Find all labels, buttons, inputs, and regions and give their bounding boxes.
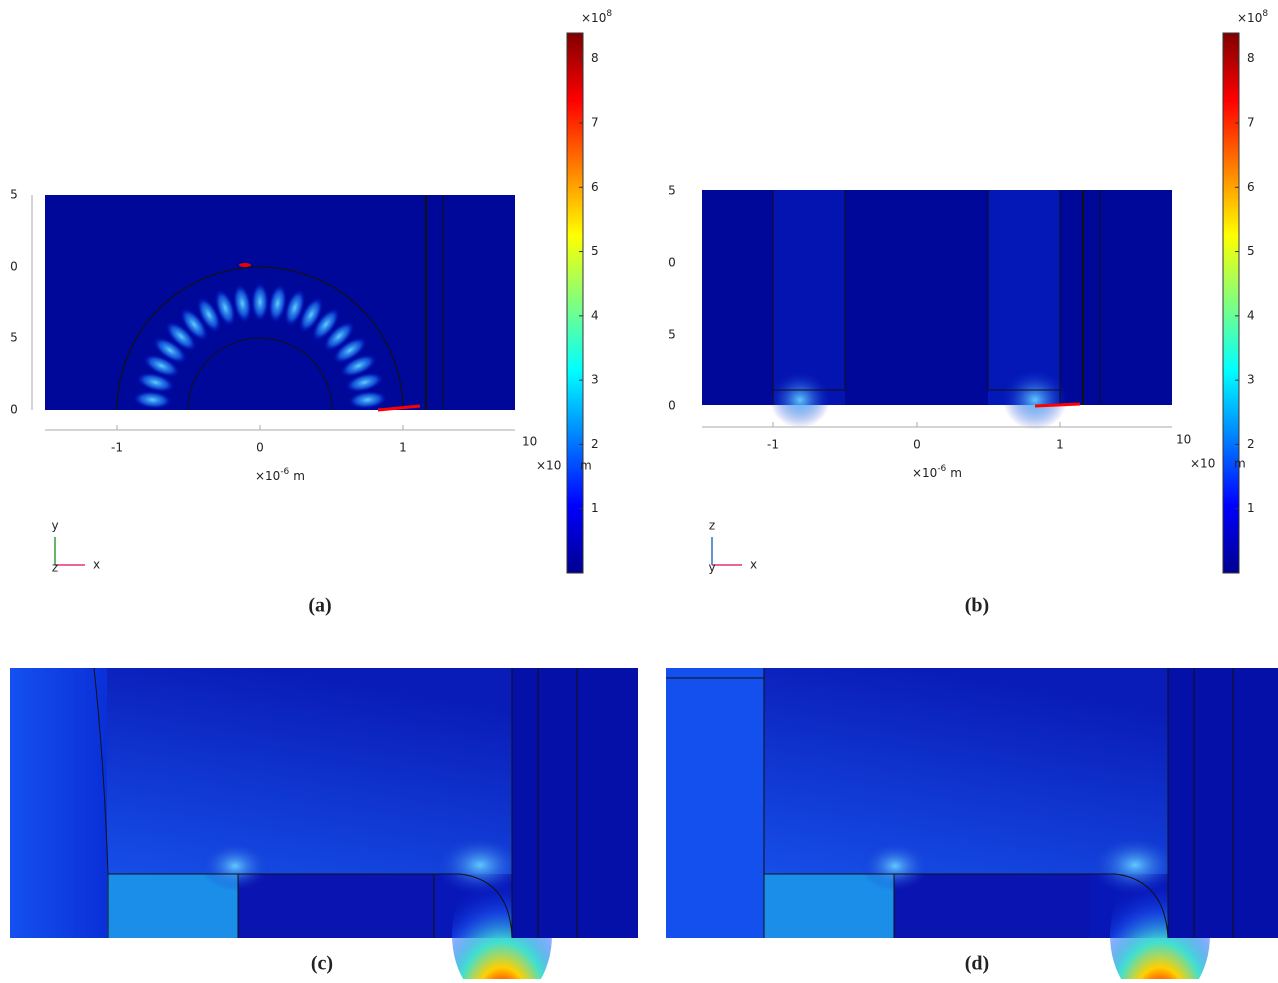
unit-name: m — [950, 466, 962, 480]
colorbar-tick-label: 3 — [591, 373, 599, 387]
field-lobe — [347, 390, 388, 409]
edge-label: ×10 — [1190, 457, 1215, 471]
colorbar-tick-label: 8 — [591, 51, 599, 65]
multiplier-exponent: 8 — [1262, 9, 1268, 19]
unit-name: m — [293, 469, 305, 483]
triad-label: x — [750, 558, 757, 572]
colorbar-tick-label: 5 — [1247, 244, 1255, 258]
panel-c-plot — [10, 667, 638, 983]
y-tick-label: 0 — [668, 399, 676, 413]
multiplier-base: ×10 — [1237, 11, 1262, 25]
triad-label: z — [709, 519, 715, 533]
y-tick-label: 0 — [10, 403, 18, 417]
field-lobe — [132, 390, 173, 409]
colorbar-tick-label: 4 — [591, 308, 599, 322]
axis-triad — [54, 537, 742, 566]
field-lobe — [251, 282, 269, 322]
y-tick-label: 0 — [668, 256, 676, 270]
x-tick-label: 1 — [399, 441, 407, 455]
x-tick-label: 1 — [1056, 438, 1064, 452]
colorbar-tick-label: 6 — [1247, 180, 1255, 194]
colorbar-tick-label: 1 — [591, 501, 599, 515]
colorbar-tick-label: 4 — [1247, 308, 1255, 322]
x-unit: ×10-6 m — [912, 464, 962, 480]
multiplier-exponent: 8 — [606, 9, 612, 19]
field-lobe — [214, 288, 236, 327]
field-lobe — [136, 372, 176, 393]
colorbar — [1222, 32, 1240, 574]
unit-prefix: ×10 — [912, 466, 937, 480]
field-lobe — [165, 321, 197, 352]
x-tick-label: -1 — [767, 438, 779, 452]
triad-label: x — [93, 558, 100, 572]
x-tick-label: 0 — [256, 441, 264, 455]
colorbar-tick-label: 2 — [1247, 437, 1255, 451]
colorbar-tick-label: 5 — [591, 244, 599, 258]
panel-b-plot — [702, 190, 1172, 430]
colorbar-tick-label: 2 — [591, 437, 599, 451]
colorbar-tick-label: 7 — [591, 116, 599, 130]
triad-label: y — [708, 561, 715, 575]
colorbar — [566, 32, 584, 574]
caption: (c) — [311, 953, 333, 975]
triad-label: z — [52, 561, 58, 575]
y-tick-label: 0 — [10, 260, 18, 274]
panel-d-plot — [666, 668, 1278, 983]
x-unit: ×10-6 m — [255, 467, 305, 483]
colorbar-tick-label: 8 — [1247, 51, 1255, 65]
colorbar-multiplier: ×108 — [1237, 9, 1268, 25]
unit-exponent: -6 — [280, 467, 289, 477]
field-lobe — [142, 354, 181, 378]
field-lobe — [196, 296, 222, 333]
unit-exponent: -6 — [937, 464, 946, 474]
field-lobe — [344, 372, 384, 393]
edge-label: m — [580, 459, 592, 473]
caption: (a) — [308, 595, 331, 617]
triad-label: y — [51, 519, 58, 533]
field-lobe — [332, 336, 368, 364]
colorbar-multiplier: ×108 — [581, 9, 612, 25]
panel-a-plot — [31, 195, 515, 431]
field-lobe — [179, 307, 209, 342]
y-tick-label: 5 — [10, 188, 18, 202]
field-lobe — [152, 336, 188, 364]
edge-label: ×10 — [536, 459, 561, 473]
field-lobe — [311, 307, 341, 342]
y-tick-label: 5 — [668, 184, 676, 198]
field-lobe — [232, 283, 252, 324]
caption: (b) — [965, 595, 989, 617]
field-lobe — [268, 283, 288, 324]
multiplier-base: ×10 — [581, 11, 606, 25]
edge-label: m — [1234, 457, 1246, 471]
colorbar-tick-label: 6 — [591, 180, 599, 194]
field-lobe — [339, 354, 378, 378]
field-lobe — [298, 296, 324, 333]
colorbar-tick-label: 7 — [1247, 116, 1255, 130]
edge-label: 10 — [1176, 433, 1191, 447]
colorbar-tick-label: 1 — [1247, 501, 1255, 515]
field-lobe — [284, 288, 306, 327]
unit-prefix: ×10 — [255, 469, 280, 483]
x-tick-label: -1 — [111, 441, 123, 455]
y-tick-label: 5 — [10, 331, 18, 345]
field-lobe — [323, 321, 355, 352]
edge-label: 10 — [522, 435, 537, 449]
colorbar-tick-label: 3 — [1247, 373, 1255, 387]
y-tick-label: 5 — [668, 328, 676, 342]
caption: (d) — [965, 953, 989, 975]
x-tick-label: 0 — [913, 438, 921, 452]
